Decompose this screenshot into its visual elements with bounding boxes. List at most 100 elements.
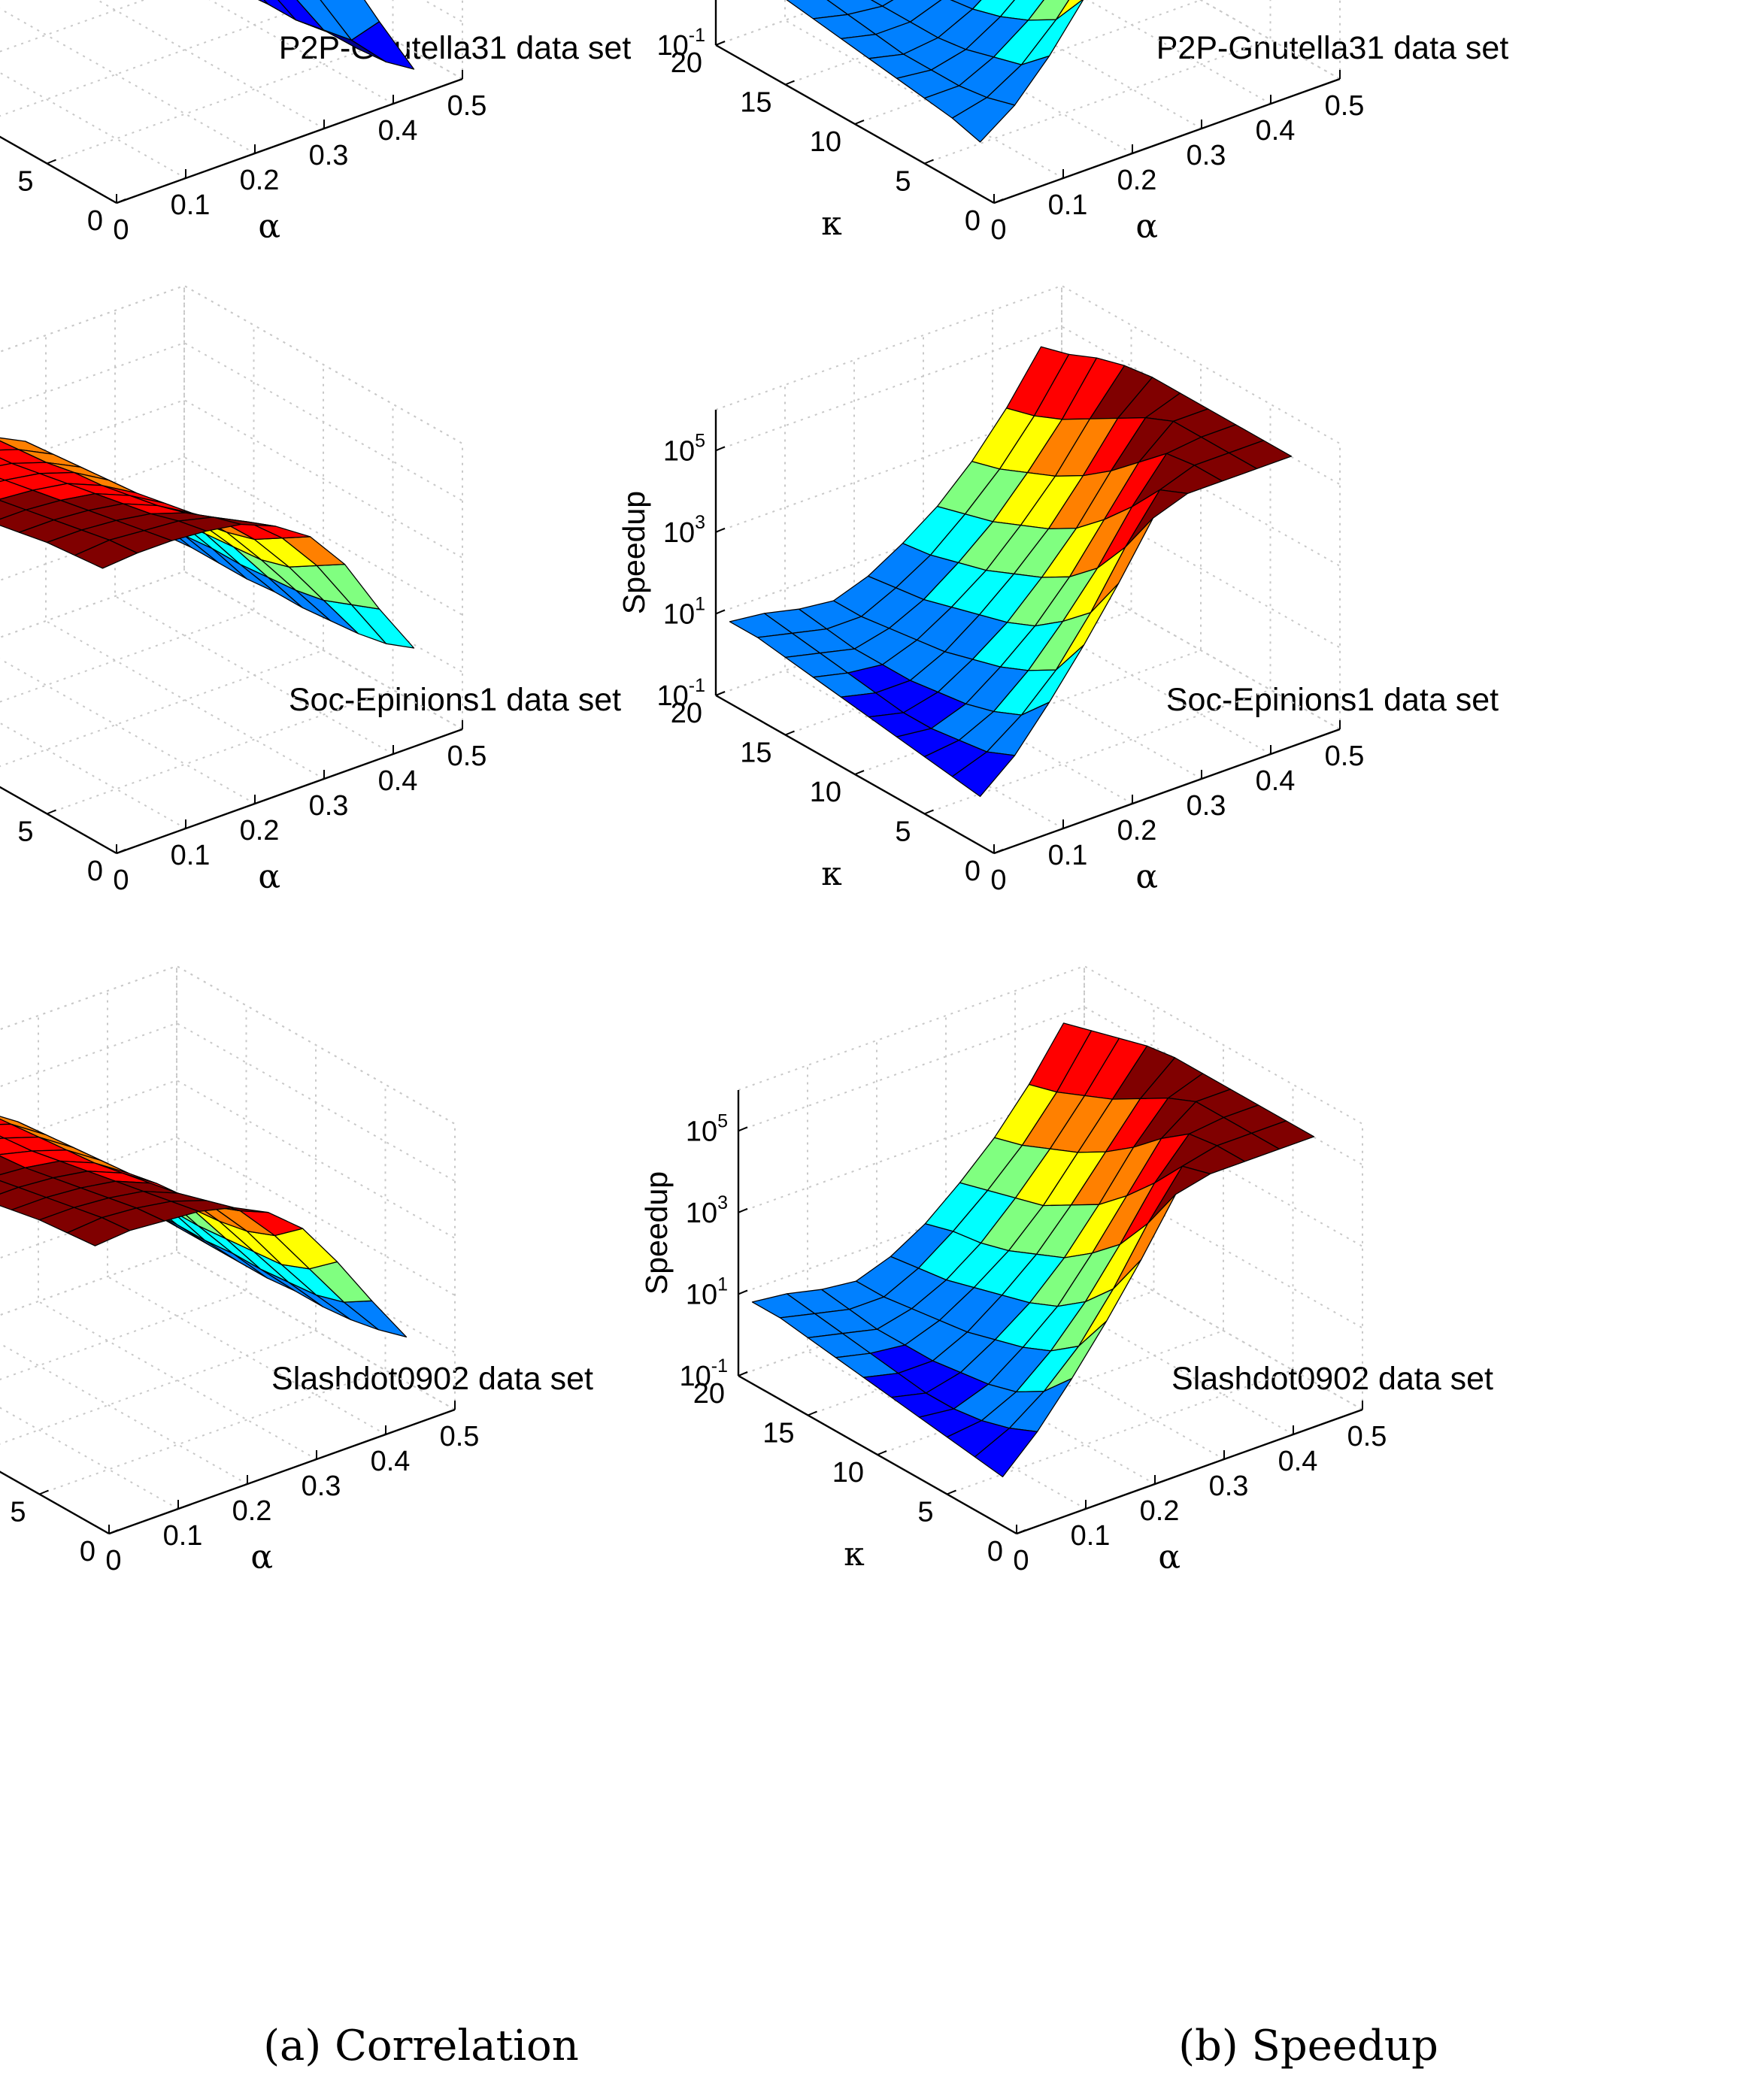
chart-title: Slashdot0902 data set xyxy=(271,1361,593,1397)
caption-correlation: (a) Correlation xyxy=(263,2022,579,2070)
x-axis xyxy=(108,1408,456,1535)
chart-title: P2P-Gnutella31 data set xyxy=(1156,30,1509,66)
y-tick-label: 10 xyxy=(810,777,841,808)
x-tick-label: 0.5 xyxy=(1347,1421,1387,1452)
x-tick-label: 0.4 xyxy=(378,765,418,797)
z-tick-label: 101 xyxy=(663,593,705,630)
axes: 00.10.20.30.40.50510152010-1101103105ακS… xyxy=(639,1090,1387,1577)
axes: 00.10.20.30.40.50510152010-1101103105ακS… xyxy=(617,410,1364,896)
y-tick-label: 0 xyxy=(965,205,981,237)
x-axis xyxy=(993,77,1341,204)
surface xyxy=(0,1116,408,1338)
y-axis xyxy=(0,786,117,855)
surface-face xyxy=(66,1216,131,1246)
x-tick-label: 0.3 xyxy=(1187,140,1226,171)
y-tick-label: 15 xyxy=(740,738,771,769)
x-tick-label: 0.3 xyxy=(309,140,349,171)
axes: 00.10.20.30.40.50510152000.20.40.60.81ακ… xyxy=(0,720,487,896)
y-tick-label: 0 xyxy=(987,1536,1003,1567)
y-axis xyxy=(0,1471,110,1535)
x-axis xyxy=(993,728,1341,855)
x-tick-label: 0.2 xyxy=(240,165,280,196)
x-tick-label: 0.2 xyxy=(240,815,280,847)
x-axis-label: α xyxy=(258,858,280,896)
chart-gnutella-correlation: P2P-Gnutella31 data set 00.10.20.30.40.5… xyxy=(0,0,631,246)
y-axis-label: κ xyxy=(821,204,842,243)
x-axis xyxy=(116,728,463,855)
x-axis-label: α xyxy=(250,1538,273,1577)
x-tick-label: 0 xyxy=(105,1545,121,1577)
surface-face xyxy=(951,97,1016,143)
x-tick-label: 0.2 xyxy=(1117,165,1157,196)
surface-face xyxy=(951,751,1016,798)
x-axis xyxy=(1016,1408,1363,1535)
x-tick-label: 0.3 xyxy=(302,1471,341,1502)
y-tick-label: 5 xyxy=(17,166,33,198)
surface xyxy=(786,0,1084,143)
surface xyxy=(0,437,415,649)
axes: 00.10.20.30.40.50510152000.20.40.60.81ακ… xyxy=(0,1401,479,1577)
x-axis-label: α xyxy=(1135,858,1158,896)
x-tick-label: 0.3 xyxy=(309,790,349,822)
x-axis-label: α xyxy=(1158,1538,1181,1577)
y-tick-label: 10 xyxy=(810,126,841,158)
chart-title: Soc-Epinions1 data set xyxy=(1166,682,1499,718)
z-tick-label: 10-1 xyxy=(656,25,705,62)
chart-title: Soc-Epinions1 data set xyxy=(289,682,621,718)
chart-epinions-correlation: Soc-Epinions1 data set 0 0.1 0.2 0.3 0.4 0.5 0… xyxy=(0,284,621,896)
x-tick-label: 0.4 xyxy=(371,1446,411,1477)
x-tick-label: 0.4 xyxy=(378,115,418,147)
x-tick-label: 0.1 xyxy=(171,189,211,221)
y-tick-label: 0 xyxy=(87,856,103,887)
z-axis-label: Speedup xyxy=(639,1171,674,1295)
x-tick-label: 0.5 xyxy=(1325,741,1365,772)
x-tick-label: 0.4 xyxy=(1278,1446,1318,1477)
y-tick-label: 0 xyxy=(80,1536,95,1567)
y-axis-label: κ xyxy=(844,1535,865,1573)
x-tick-label: 0.1 xyxy=(1048,189,1088,221)
x-tick-label: 0.2 xyxy=(232,1495,272,1527)
y-tick-label: 5 xyxy=(895,816,911,848)
caption-speedup: (b) Speedup xyxy=(1178,2022,1438,2070)
x-tick-label: 0.3 xyxy=(1209,1471,1249,1502)
y-tick-label: 5 xyxy=(895,166,911,198)
x-tick-label: 0.2 xyxy=(1117,815,1157,847)
x-tick-label: 0.5 xyxy=(447,90,487,122)
y-tick-label: 5 xyxy=(10,1497,26,1528)
x-tick-label: 0.1 xyxy=(1048,840,1088,871)
x-tick-label: 0.4 xyxy=(1256,765,1296,797)
axes: 00.10.20.30.40.50510152000.20.40.60.81ακ… xyxy=(0,70,487,246)
surface-face xyxy=(320,0,380,41)
y-tick-label: 15 xyxy=(740,87,771,119)
y-axis-label: κ xyxy=(821,855,842,893)
chart-title: Slashdot0902 data set xyxy=(1171,1361,1493,1397)
x-tick-label: 0.2 xyxy=(1140,1495,1180,1527)
y-tick-label: 15 xyxy=(762,1418,794,1449)
x-tick-label: 0.5 xyxy=(1325,90,1365,122)
chart-slashdot-correlation: Slashdot0902 data set 0 0.1 0.2 0.3 0.4 0.5 0 5… xyxy=(0,965,593,1577)
y-tick-label: 5 xyxy=(17,816,33,848)
chart-gnutella-speedup: P2P-Gnutella31 data set 0 0.1 0.2 0.3 0.4 0.5… xyxy=(656,0,1509,246)
surface-face xyxy=(974,1428,1038,1478)
chart-epinions-speedup: Soc-Epinions1 data set 0 0.1 0.2 0.3 0.4 0.5 0… xyxy=(617,284,1499,896)
y-tick-label: 5 xyxy=(917,1497,933,1528)
surface xyxy=(729,346,1293,798)
axes: 00.10.20.30.40.50510152010-1101103105ακS… xyxy=(656,0,1365,246)
surface-face xyxy=(258,0,269,5)
x-tick-label: 0 xyxy=(990,865,1006,896)
x-tick-label: 0.1 xyxy=(1071,1520,1111,1552)
y-tick-label: 20 xyxy=(693,1378,725,1410)
x-axis-label: α xyxy=(1135,207,1158,246)
surface-face xyxy=(870,0,894,7)
surface-face xyxy=(74,539,138,569)
x-axis-label: α xyxy=(258,207,280,246)
z-axis-label: Speedup xyxy=(617,491,651,614)
x-tick-label: 0 xyxy=(990,214,1006,246)
surface xyxy=(751,1022,1315,1478)
x-tick-label: 0 xyxy=(113,865,129,896)
surface-face xyxy=(0,1118,12,1125)
x-tick-label: 0.5 xyxy=(447,741,487,772)
y-axis xyxy=(0,135,117,204)
chart-slashdot-speedup: Slashdot0902 data set 0 0.1 0.2 0.3 0.4 0.5 0 5… xyxy=(639,965,1493,1577)
